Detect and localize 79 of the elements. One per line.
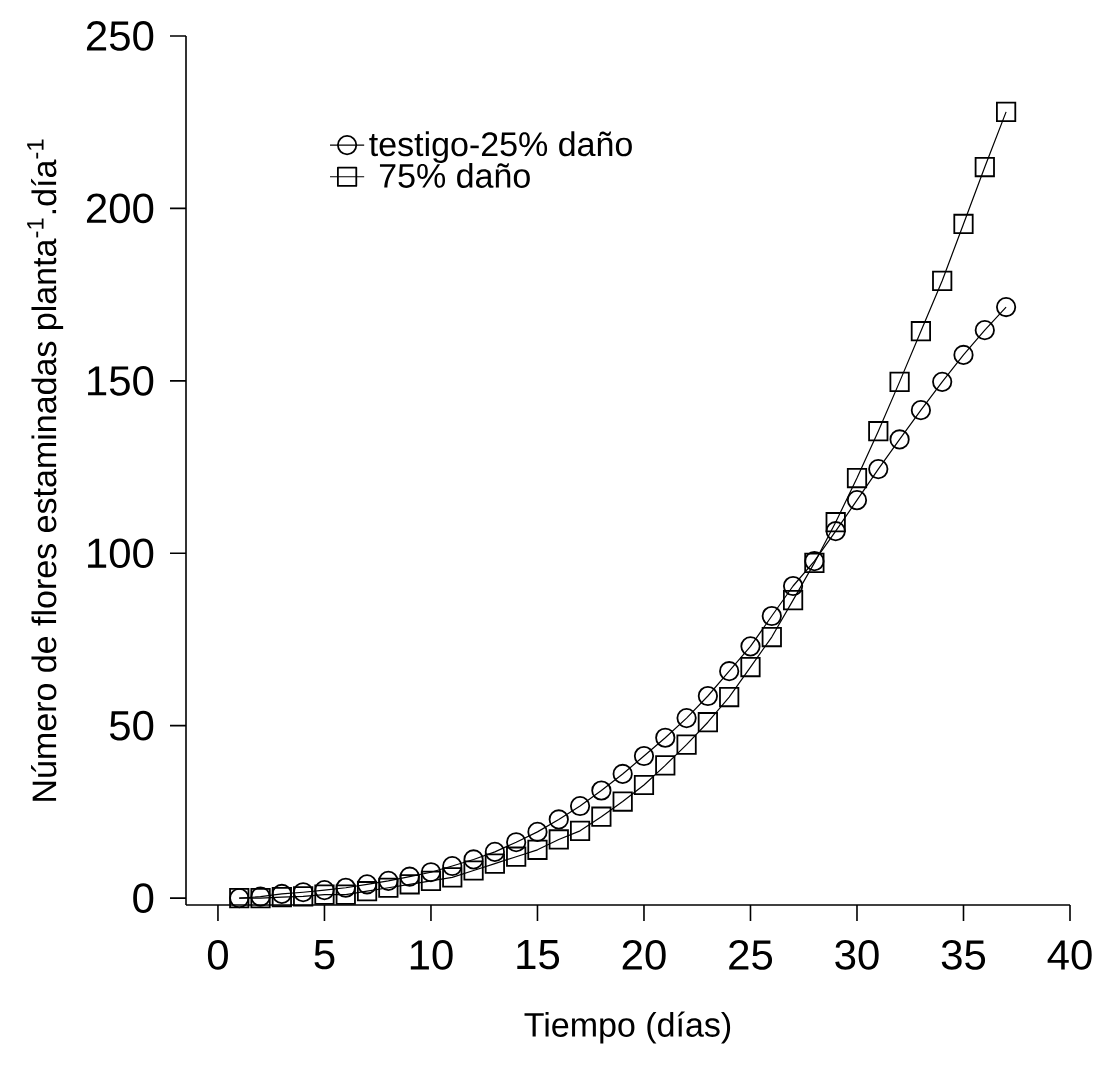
- x-tick-label: 20: [622, 940, 666, 970]
- point: [548, 809, 569, 830]
- point: [335, 877, 356, 898]
- point: [932, 371, 953, 392]
- point: [974, 320, 995, 341]
- x-tick-label: 15: [517, 940, 560, 970]
- point: [889, 371, 910, 392]
- y-tick-label: 250: [86, 21, 154, 51]
- y-tick-label: 150: [88, 365, 154, 396]
- x-tick-label: 10: [410, 940, 453, 970]
- point: [655, 727, 676, 748]
- point: [506, 832, 527, 853]
- point: [932, 270, 953, 291]
- point: [719, 686, 740, 708]
- y-tick-label: 50: [109, 710, 154, 741]
- x-tick-label: 25: [729, 940, 773, 970]
- point: [484, 853, 505, 874]
- point: [335, 884, 356, 905]
- point: [719, 661, 740, 682]
- x-tick-label: 35: [941, 940, 986, 970]
- point: [378, 877, 399, 898]
- point: [655, 755, 676, 776]
- point: [782, 590, 804, 611]
- point: [378, 870, 399, 891]
- x-tick-label: 0: [207, 940, 228, 970]
- point: [569, 795, 591, 817]
- point: [633, 774, 655, 796]
- point: [910, 400, 931, 421]
- point: [889, 429, 910, 450]
- point: [697, 712, 718, 733]
- legend-label: 75% daño: [379, 162, 530, 188]
- x-axis-title: Tiempo (días): [524, 1011, 731, 1044]
- point: [953, 213, 974, 235]
- point: [740, 656, 761, 678]
- point: [484, 841, 505, 862]
- x-tick-label: 30: [835, 940, 879, 970]
- point: [399, 874, 420, 895]
- point: [761, 605, 782, 627]
- point: [676, 707, 697, 729]
- point: [612, 791, 633, 812]
- y-axis-title: Número de flores estaminadas planta$^{-1}$.día$^{-1}$: [27, 139, 64, 801]
- point: [569, 820, 591, 841]
- point: [910, 321, 931, 342]
- point: [548, 829, 569, 850]
- y-tick-label: 200: [86, 193, 154, 224]
- point: [782, 575, 804, 597]
- point: [506, 846, 527, 867]
- point: [527, 821, 548, 842]
- point: [527, 839, 548, 860]
- point: [591, 780, 612, 801]
- point: [953, 344, 974, 366]
- legend-label: testigo-25% daño: [369, 131, 632, 163]
- point: [996, 296, 1017, 318]
- point: [846, 467, 868, 489]
- point: [825, 512, 846, 533]
- y-tick-label: 0: [133, 883, 154, 913]
- point: [442, 867, 463, 888]
- point: [825, 521, 846, 542]
- point: [974, 156, 995, 178]
- point: [697, 685, 718, 707]
- point: [846, 490, 868, 511]
- point: [676, 734, 697, 755]
- x-tick-label: 5: [314, 940, 335, 970]
- point: [442, 855, 463, 877]
- point: [356, 881, 378, 902]
- point: [996, 101, 1017, 122]
- point: [633, 745, 655, 767]
- point: [356, 874, 378, 895]
- point: [868, 459, 889, 480]
- point: [868, 421, 889, 442]
- point: [420, 870, 442, 891]
- point: [420, 862, 442, 883]
- point: [591, 806, 612, 827]
- x-tick-label: 40: [1047, 940, 1092, 970]
- point: [399, 866, 420, 887]
- point: [463, 849, 484, 870]
- point: [612, 763, 633, 785]
- y-tick-label: 100: [88, 538, 154, 569]
- point: [463, 860, 484, 881]
